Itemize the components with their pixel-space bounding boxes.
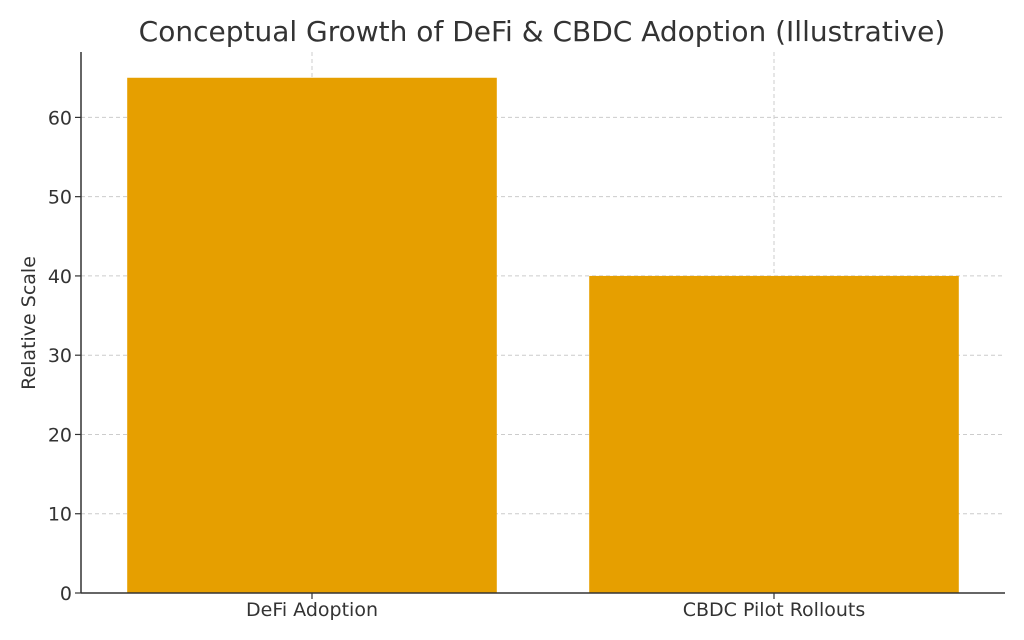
y-ticks: 0 10 20 30 40 50 60 <box>48 107 81 605</box>
y-tick-label: 60 <box>48 107 72 129</box>
x-tick-label: CBDC Pilot Rollouts <box>683 599 866 621</box>
axes <box>80 52 1005 594</box>
y-tick-label: 10 <box>48 504 72 526</box>
y-tick-label: 0 <box>60 583 72 605</box>
chart-title: Conceptual Growth of DeFi & CBDC Adoptio… <box>139 15 946 48</box>
bars <box>127 77 959 593</box>
bar-1 <box>589 275 959 593</box>
y-tick-label: 20 <box>48 424 72 446</box>
y-axis-label: Relative Scale <box>18 256 40 390</box>
bar-0 <box>127 77 497 593</box>
y-tick-label: 50 <box>48 187 72 209</box>
y-tick-label: 30 <box>48 345 72 367</box>
x-ticks: DeFi Adoption CBDC Pilot Rollouts <box>246 593 865 621</box>
y-tick-label: 40 <box>48 266 72 288</box>
x-tick-label: DeFi Adoption <box>246 599 378 621</box>
